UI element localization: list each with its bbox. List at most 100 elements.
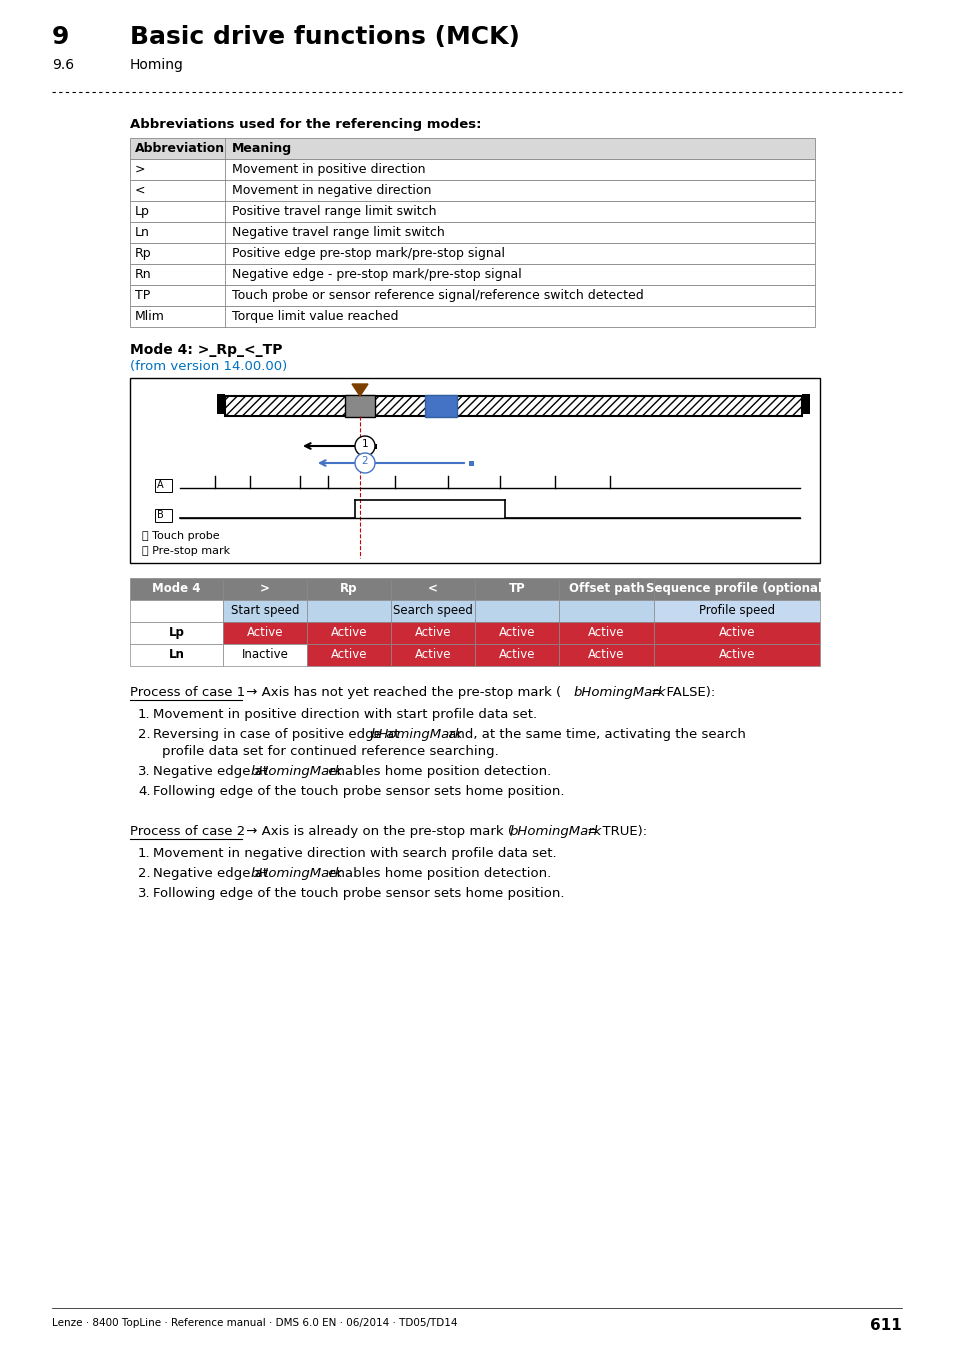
Bar [130, 159, 814, 180]
Text: Meaning: Meaning [232, 142, 292, 155]
Text: 2: 2 [361, 456, 368, 466]
Bar [372, 444, 376, 450]
Text: Homing: Homing [130, 58, 184, 72]
Text: TP: TP [135, 289, 150, 302]
Text: 3.: 3. [138, 887, 151, 900]
Bar [130, 138, 814, 159]
Text: Movement in negative direction with search profile data set.: Movement in negative direction with sear… [152, 846, 556, 860]
Text: Start speed: Start speed [231, 603, 299, 617]
Text: = FALSE):: = FALSE): [646, 686, 715, 699]
Bar [223, 622, 307, 644]
Text: bHomingMark: bHomingMark [510, 825, 601, 838]
Text: 1.: 1. [138, 707, 151, 721]
Bar [345, 396, 375, 417]
Text: Rp: Rp [135, 247, 152, 261]
Bar [424, 396, 456, 417]
Bar [307, 622, 391, 644]
Text: → Axis is already on the pre-stop mark (: → Axis is already on the pre-stop mark ( [242, 825, 513, 838]
Text: Basic drive functions (MCK): Basic drive functions (MCK) [130, 26, 519, 49]
Text: A: A [157, 481, 164, 490]
Bar [654, 644, 820, 666]
Text: B: B [157, 510, 164, 520]
Bar [130, 622, 223, 644]
Text: 2.: 2. [138, 867, 151, 880]
Text: 4.: 4. [138, 784, 151, 798]
Bar [130, 599, 223, 622]
Text: Movement in negative direction: Movement in negative direction [232, 184, 431, 197]
Text: Active: Active [588, 626, 624, 639]
Bar [130, 243, 814, 265]
Bar [154, 509, 172, 522]
Bar [223, 644, 307, 666]
Text: Abbreviation: Abbreviation [135, 142, 225, 155]
Text: Active: Active [498, 648, 535, 662]
Bar [558, 599, 654, 622]
Text: Active: Active [331, 648, 367, 662]
Text: Offset path: Offset path [568, 582, 643, 595]
Text: Rp: Rp [340, 582, 357, 595]
Bar [469, 460, 474, 466]
Text: Active: Active [718, 648, 755, 662]
Text: Torque limit value reached: Torque limit value reached [232, 310, 398, 323]
Text: Lp: Lp [169, 626, 184, 639]
Text: bHomingMark: bHomingMark [251, 867, 343, 880]
Bar [223, 578, 307, 599]
Text: <: < [135, 184, 146, 197]
Text: Mlim: Mlim [135, 310, 165, 323]
Bar [154, 479, 172, 491]
Bar [391, 599, 475, 622]
Text: Process of case 1: Process of case 1 [130, 686, 245, 699]
Bar [801, 394, 809, 414]
Text: Reversing in case of positive edge at: Reversing in case of positive edge at [152, 728, 403, 741]
Text: Negative travel range limit switch: Negative travel range limit switch [232, 225, 444, 239]
Bar [130, 285, 814, 306]
Text: Negative edge - pre-stop mark/pre-stop signal: Negative edge - pre-stop mark/pre-stop s… [232, 269, 521, 281]
Text: <: < [428, 582, 437, 595]
Text: 611: 611 [869, 1318, 901, 1332]
Text: >: > [260, 582, 270, 595]
Text: Touch probe or sensor reference signal/reference switch detected: Touch probe or sensor reference signal/r… [232, 289, 643, 302]
Text: enables home position detection.: enables home position detection. [324, 765, 551, 778]
Text: Active: Active [331, 626, 367, 639]
Bar [654, 599, 820, 622]
Text: Mode 4: >_Rp_<_TP: Mode 4: >_Rp_<_TP [130, 343, 282, 356]
Text: Movement in positive direction: Movement in positive direction [232, 163, 425, 176]
Text: Negative edge at: Negative edge at [152, 867, 273, 880]
Text: 2.: 2. [138, 728, 151, 741]
Bar [223, 599, 307, 622]
Bar [391, 578, 475, 599]
Text: (from version 14.00.00): (from version 14.00.00) [130, 360, 287, 373]
Bar [130, 265, 814, 285]
Text: Rn: Rn [135, 269, 152, 281]
Text: Ln: Ln [169, 648, 184, 662]
Text: Search speed: Search speed [393, 603, 473, 617]
Text: Lenze · 8400 TopLine · Reference manual · DMS 6.0 EN · 06/2014 · TD05/TD14: Lenze · 8400 TopLine · Reference manual … [52, 1318, 457, 1328]
Text: Movement in positive direction with start profile data set.: Movement in positive direction with star… [152, 707, 537, 721]
Text: Following edge of the touch probe sensor sets home position.: Following edge of the touch probe sensor… [152, 784, 564, 798]
Bar [391, 622, 475, 644]
Polygon shape [352, 383, 368, 396]
Text: Positive travel range limit switch: Positive travel range limit switch [232, 205, 436, 217]
Text: → Axis has not yet reached the pre-stop mark (: → Axis has not yet reached the pre-stop … [242, 686, 560, 699]
Text: 1.: 1. [138, 846, 151, 860]
Text: Active: Active [718, 626, 755, 639]
Text: bHomingMark: bHomingMark [251, 765, 343, 778]
Bar [475, 599, 558, 622]
Text: Profile speed: Profile speed [699, 603, 774, 617]
Circle shape [355, 436, 375, 456]
Text: 3.: 3. [138, 765, 151, 778]
Text: Active: Active [415, 648, 451, 662]
Text: Active: Active [588, 648, 624, 662]
Text: = TRUE):: = TRUE): [582, 825, 646, 838]
Text: profile data set for continued reference searching.: profile data set for continued reference… [162, 745, 498, 757]
Bar [130, 201, 814, 221]
Text: and, at the same time, activating the search: and, at the same time, activating the se… [443, 728, 745, 741]
Bar [654, 622, 820, 644]
Bar [225, 396, 801, 416]
Text: bHomingMark: bHomingMark [574, 686, 666, 699]
Bar [558, 622, 654, 644]
Bar [130, 644, 223, 666]
Text: Process of case 2: Process of case 2 [130, 825, 245, 838]
Circle shape [355, 454, 375, 472]
Bar [216, 394, 225, 414]
